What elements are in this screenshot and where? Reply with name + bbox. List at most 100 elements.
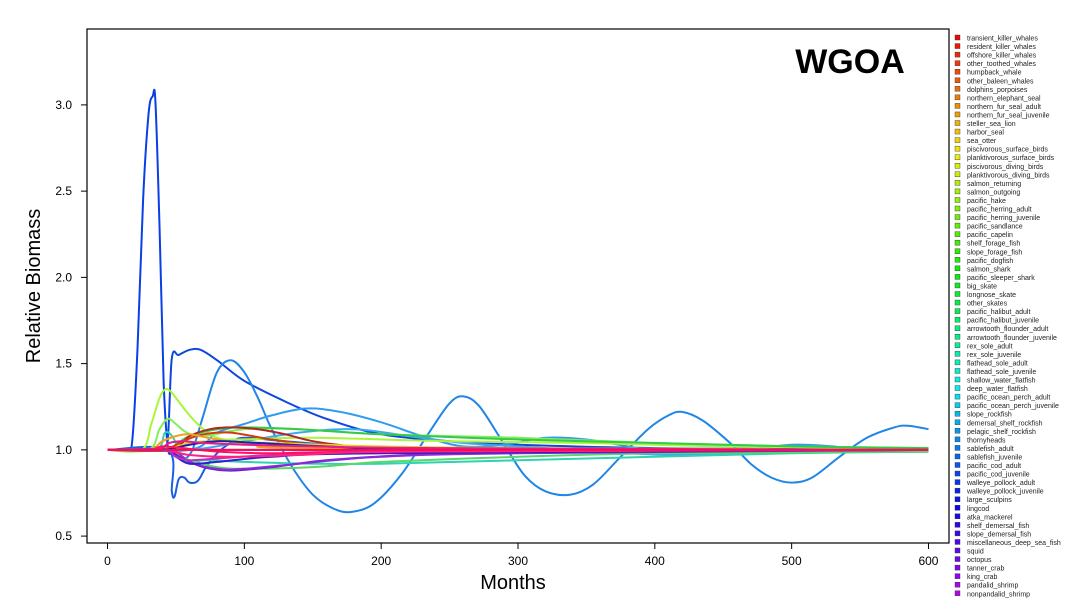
legend-swatch xyxy=(954,111,961,118)
legend-label: slope_rockfish xyxy=(967,412,1012,419)
legend-swatch xyxy=(954,530,961,537)
legend-swatch xyxy=(954,334,961,340)
legend-label: deep_water_flatfish xyxy=(967,386,1028,393)
legend-swatch xyxy=(954,128,961,135)
legend-swatch xyxy=(954,316,961,323)
legend-swatch xyxy=(954,299,961,306)
legend-label: salmon_outgoing xyxy=(967,189,1020,196)
legend-label: arrowtooth_flounder_juvenile xyxy=(967,335,1057,342)
legend-swatch xyxy=(954,248,961,254)
legend-swatch xyxy=(954,505,961,511)
legend-label: flathead_sole_juvenile xyxy=(967,369,1036,376)
series-layer xyxy=(107,88,929,514)
legend-swatch xyxy=(954,556,961,562)
y-tick-label: 2.0 xyxy=(55,270,72,284)
legend-label: pacific_cod_adult xyxy=(967,463,1021,470)
legend-swatch xyxy=(954,163,961,169)
legend-swatch xyxy=(954,60,961,66)
legend-swatch xyxy=(954,180,961,186)
legend-label: slope_forage_fish xyxy=(967,249,1022,256)
legend-swatch xyxy=(954,496,961,502)
legend-label: piscivorous_surface_birds xyxy=(967,147,1048,154)
legend-label: transient_killer_whales xyxy=(967,36,1038,43)
legend-label: sablefish_juvenile xyxy=(967,454,1022,461)
legend-swatch xyxy=(954,77,961,83)
legend-label: miscellaneous_deep_sea_fish xyxy=(967,540,1061,547)
legend-label: pacific_herring_juvenile xyxy=(967,215,1040,222)
legend-label: pelagic_shelf_rockfish xyxy=(967,429,1036,436)
y-tick-label: 3.0 xyxy=(55,98,72,112)
legend-swatch xyxy=(954,564,961,571)
legend-swatch xyxy=(954,428,961,434)
legend-label: planktivorous_surface_birds xyxy=(967,155,1055,162)
legend-label: resident_killer_whales xyxy=(967,44,1036,51)
x-tick-label: 200 xyxy=(371,554,391,568)
legend-swatch xyxy=(954,68,961,75)
legend-label: pacific_dogfish xyxy=(967,258,1013,265)
legend-swatch xyxy=(954,43,961,49)
legend-swatch xyxy=(954,351,961,357)
legend-label: lingcod xyxy=(967,506,989,513)
legend-swatch xyxy=(954,411,961,417)
legend-swatch xyxy=(954,453,961,460)
legend-swatch xyxy=(954,86,961,92)
legend-label: big_skate xyxy=(967,283,997,290)
series-line xyxy=(107,359,929,514)
x-tick-label: 400 xyxy=(645,554,665,568)
legend-label: northern_elephant_seal xyxy=(967,95,1041,102)
legend-label: flathead_sole_adult xyxy=(967,360,1028,367)
legend-swatch xyxy=(954,462,961,468)
legend-swatch xyxy=(954,137,961,143)
legend-label: other_skates xyxy=(967,301,1008,308)
legend-label: rex_sole_juvenile xyxy=(967,352,1021,359)
y-tick-label: 1.5 xyxy=(55,357,72,371)
legend-swatch xyxy=(954,120,961,126)
legend-swatch xyxy=(954,205,961,212)
legend-swatch xyxy=(954,547,961,554)
legend-swatch xyxy=(954,368,961,374)
legend-swatch xyxy=(954,436,961,443)
chart-title: WGOA xyxy=(795,43,905,81)
legend-label: pandalid_shrimp xyxy=(967,583,1018,590)
legend-label: shallow_water_flatfish xyxy=(967,378,1036,385)
legend-label: planktivorous_diving_birds xyxy=(967,172,1050,179)
legend-swatch xyxy=(954,470,961,477)
legend-swatch xyxy=(954,393,961,400)
legend-swatch xyxy=(954,308,961,314)
legend-label: shelf_forage_fish xyxy=(967,241,1020,248)
legend-label: atka_mackerel xyxy=(967,514,1013,521)
x-tick-label: 100 xyxy=(234,554,254,568)
legend-label: pacific_ocean_perch_adult xyxy=(967,395,1050,402)
legend-label: pacific_halibut_adult xyxy=(967,309,1030,316)
legend-swatch xyxy=(954,188,961,195)
legend-label: tanner_crab xyxy=(967,566,1004,573)
legend-label: dolphins_porpoises xyxy=(967,87,1028,94)
legend-label: sea_otter xyxy=(967,138,997,145)
legend-swatch xyxy=(954,342,961,348)
legend-label: demersal_shelf_rockfish xyxy=(967,420,1043,427)
legend-label: large_sculpins xyxy=(967,497,1012,504)
legend-label: pacific_halibut_juvenile xyxy=(967,318,1039,325)
legend-swatch xyxy=(954,359,961,366)
legend-swatch xyxy=(954,222,961,229)
legend-swatch xyxy=(954,487,961,494)
legend-swatch xyxy=(954,51,961,58)
legend-label: arrowtooth_flounder_adult xyxy=(967,326,1048,333)
legend-label: nonpandalid_shrimp xyxy=(967,591,1030,598)
legend-label: squid xyxy=(967,549,984,556)
legend-swatch xyxy=(954,376,961,383)
y-tick-label: 1.0 xyxy=(55,443,72,457)
legend-label: salmon_shark xyxy=(967,266,1011,273)
legend-swatch xyxy=(954,94,961,101)
x-tick-label: 0 xyxy=(104,554,111,568)
legend-swatch xyxy=(954,257,961,263)
legend-label: octopus xyxy=(967,557,992,564)
legend-label: king_crab xyxy=(967,574,997,581)
legend-swatch xyxy=(954,385,961,391)
legend-label: humpback_whale xyxy=(967,70,1022,77)
legend-label: piscivorous_diving_birds xyxy=(967,164,1044,171)
y-axis-label: Relative Biomass xyxy=(23,209,45,364)
legend-label: harbor_seal xyxy=(967,130,1004,137)
legend-label: steller_sea_lion xyxy=(967,121,1016,128)
